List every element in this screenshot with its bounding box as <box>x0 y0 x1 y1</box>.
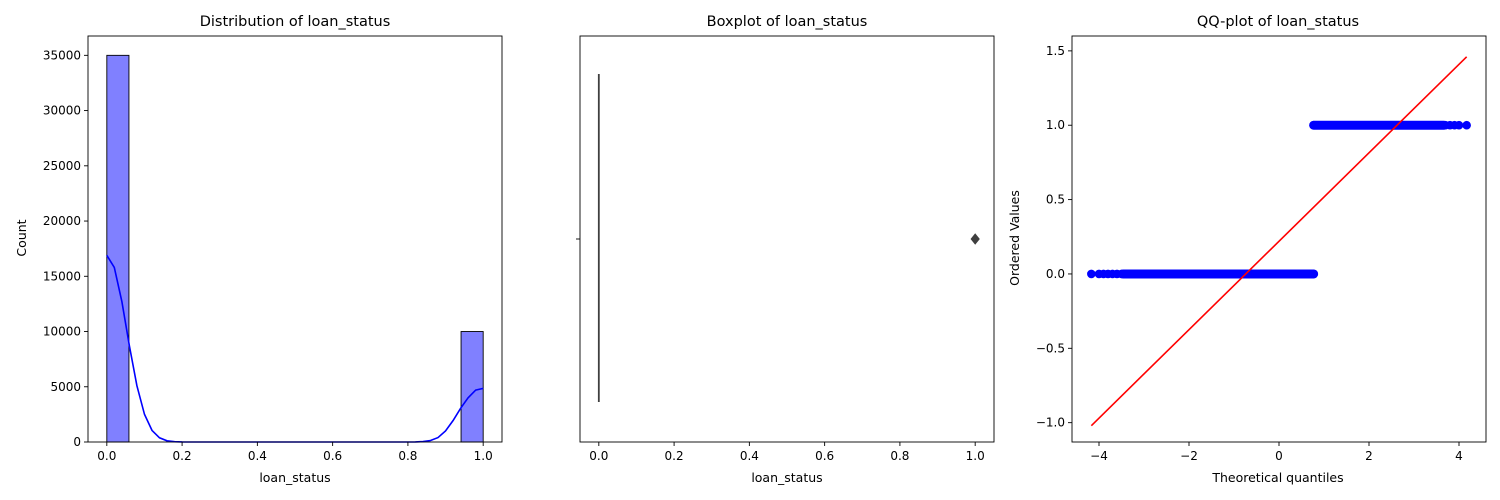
histogram-panel: Distribution of loan_status loan_status … <box>14 14 503 485</box>
x-tick-label: 0.8 <box>398 449 417 463</box>
x-tick-label: 2 <box>1365 449 1373 463</box>
y-tick-label: 10000 <box>43 325 81 339</box>
y-tick-label: 20000 <box>43 214 81 228</box>
x-tick-label: 0.0 <box>97 449 116 463</box>
boxplot-xlabel: loan_status <box>751 470 822 485</box>
x-tick-label: 0 <box>1275 449 1283 463</box>
boxplot-panel: Boxplot of loan_status loan_status 0.0 0.… <box>576 14 995 485</box>
qq-point <box>1117 269 1126 279</box>
histogram-bar <box>460 331 484 443</box>
x-tick-label: −2 <box>1180 449 1198 463</box>
x-tick-label: 0.2 <box>173 449 192 463</box>
boxplot-title: Boxplot of loan_status <box>707 14 868 30</box>
y-tick-label: 1.0 <box>1046 118 1065 132</box>
y-tick-label: 1.5 <box>1046 44 1065 58</box>
qqplot-ylabel: Ordered Values <box>1007 190 1022 286</box>
axes-frame <box>579 35 995 443</box>
qqplot-xlabel: Theoretical quantiles <box>1211 470 1343 485</box>
qq-point <box>1087 269 1096 279</box>
x-tick-label: 0.6 <box>815 449 834 463</box>
outlier-marker <box>970 233 980 245</box>
x-tick-label: 0.2 <box>665 449 684 463</box>
boxplot-plot-area: 0.0 0.2 0.4 0.6 0.8 1.0 <box>576 35 995 463</box>
axes-frame <box>87 35 503 443</box>
qq-point <box>1462 120 1471 130</box>
x-tick-label: −4 <box>1090 449 1108 463</box>
histogram-xlabel: loan_status <box>259 470 330 485</box>
histogram-plot-area: 0.0 0.2 0.4 0.6 0.8 1.0 0 5000 10000 15000 20000 25… <box>43 35 503 463</box>
x-tick-label: 4 <box>1455 449 1463 463</box>
y-tick-label: −0.5 <box>1036 341 1065 355</box>
qq-point <box>1454 120 1464 130</box>
x-tick-label: 1.0 <box>474 449 493 463</box>
y-tick-label: 35000 <box>43 48 81 62</box>
y-tick-label: 15000 <box>43 269 81 283</box>
y-tick-label: 0 <box>73 435 81 449</box>
axes-frame <box>1071 35 1487 443</box>
qqplot-plot-area: −4 −2 0 2 4 −1.0 −0.5 0.0 0.5 1.0 1.5 <box>1036 35 1487 463</box>
qqplot-title: QQ-plot of loan_status <box>1197 14 1359 30</box>
x-tick-label: 0.8 <box>890 449 909 463</box>
y-tick-label: 5000 <box>50 380 81 394</box>
histogram-bar <box>106 54 130 443</box>
x-tick-label: 1.0 <box>966 449 985 463</box>
qq-fit-line <box>1090 56 1468 427</box>
x-tick-label: 0.4 <box>740 449 759 463</box>
qq-point <box>1309 269 1318 279</box>
y-tick-label: 25000 <box>43 159 81 173</box>
kde-line <box>106 254 484 443</box>
y-tick-label: 0.0 <box>1046 267 1065 281</box>
x-tick-label: 0.0 <box>589 449 608 463</box>
qq-point <box>1309 120 1318 130</box>
y-tick-label: 30000 <box>43 104 81 118</box>
x-tick-label: 0.4 <box>248 449 267 463</box>
x-tick-label: 0.6 <box>323 449 342 463</box>
y-tick-label: 0.5 <box>1046 193 1065 207</box>
qqplot-panel: QQ-plot of loan_status Theoretical quant… <box>1007 14 1487 485</box>
y-tick-label: −1.0 <box>1036 416 1065 430</box>
histogram-title: Distribution of loan_status <box>200 14 391 30</box>
histogram-ylabel: Count <box>14 219 29 256</box>
